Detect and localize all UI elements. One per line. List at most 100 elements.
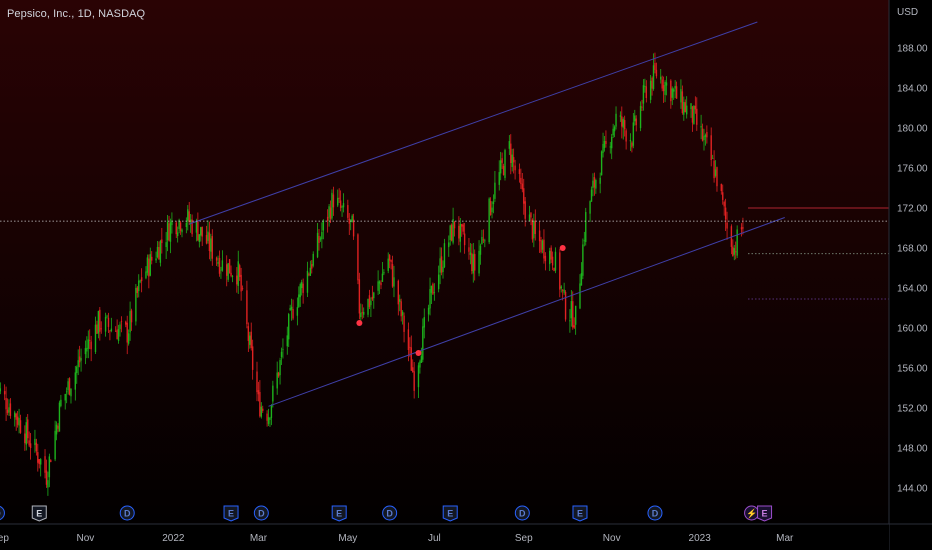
price-axis-background <box>889 0 932 550</box>
candle-body <box>299 284 301 298</box>
candle-body <box>488 198 490 243</box>
candle-body <box>449 225 451 241</box>
candle-body <box>296 307 299 316</box>
candle-body <box>55 424 58 435</box>
candle-body <box>674 85 676 89</box>
candle-body <box>308 273 310 275</box>
candle-body <box>700 126 702 128</box>
candle-body <box>492 201 495 205</box>
channel-lower-line <box>268 217 785 407</box>
candle-body <box>642 85 645 104</box>
candle-body <box>187 209 189 222</box>
candle-body <box>403 315 405 332</box>
time-axis-background <box>0 524 889 550</box>
event-badge[interactable]: D <box>119 505 135 521</box>
event-badge[interactable]: D <box>382 505 398 521</box>
event-badge[interactable]: E <box>572 505 588 522</box>
earnings-badge-shape <box>31 505 47 522</box>
event-badge[interactable]: D <box>0 505 5 521</box>
price-axis-unit: USD <box>897 7 918 18</box>
signal-dot <box>559 245 566 251</box>
candle-body <box>114 330 117 332</box>
candle-body <box>94 324 97 353</box>
event-badge[interactable]: E <box>31 505 47 522</box>
candle-body <box>136 287 139 294</box>
candle-body <box>246 290 248 325</box>
price-tick-label: 156.00 <box>897 364 928 375</box>
candle-body <box>208 232 211 252</box>
candle-body <box>218 258 221 274</box>
candle-body <box>482 239 485 241</box>
candle-body <box>471 253 473 272</box>
candle-body <box>589 201 591 214</box>
candle-body <box>605 140 607 144</box>
price-tick-label: 172.00 <box>897 204 928 215</box>
trend-channel[interactable] <box>189 21 785 407</box>
candle-body <box>420 356 423 363</box>
candle-body <box>550 247 552 260</box>
candle-body <box>740 227 743 230</box>
candle-body <box>377 281 379 291</box>
event-badge[interactable]: ⚡ <box>744 505 760 521</box>
candle-body <box>250 331 252 349</box>
price-tick-label: 184.00 <box>897 84 928 95</box>
candle-body <box>723 201 725 207</box>
candle-body <box>549 250 551 265</box>
candle-body <box>89 339 91 341</box>
symbol-title[interactable]: Pepsico, Inc., 1D, NASDAQ <box>7 8 146 20</box>
candle-body <box>501 158 503 163</box>
candle-body <box>16 416 19 425</box>
candle-body <box>554 251 557 271</box>
candle-body <box>179 222 182 231</box>
candle-body <box>491 207 493 213</box>
candle-body <box>521 183 524 190</box>
candle-body <box>399 299 401 302</box>
candle-body <box>701 128 704 141</box>
candle-body <box>629 139 632 142</box>
candle-body <box>77 360 79 367</box>
candle-body <box>407 329 410 351</box>
event-badge[interactable]: E <box>331 505 347 522</box>
candle-body <box>429 289 431 309</box>
earnings-badge-shape <box>442 505 458 522</box>
event-badge[interactable]: D <box>514 505 530 521</box>
price-tick-label: 144.00 <box>897 484 928 495</box>
candle-body <box>573 325 575 328</box>
candle-body <box>70 388 72 397</box>
candle-body <box>50 460 52 463</box>
candle-body <box>670 80 672 102</box>
candle-body <box>241 288 244 290</box>
candle-body <box>306 270 309 293</box>
event-badge[interactable]: E <box>757 505 773 522</box>
candle-body <box>440 256 443 273</box>
candle-body <box>634 115 636 122</box>
candle-body <box>613 126 616 132</box>
event-badges[interactable]: D E D E D E D E D E D ⚡ E <box>0 505 773 522</box>
candle-body <box>116 329 118 340</box>
candle-body <box>631 142 633 148</box>
candle-body <box>458 225 460 239</box>
candle-body <box>302 283 304 293</box>
candle-body <box>338 197 340 199</box>
price-tick-label: 168.00 <box>897 244 928 255</box>
candle-body <box>171 220 173 226</box>
candle-body <box>544 255 547 262</box>
candle-body <box>140 277 143 282</box>
event-badge[interactable]: D <box>647 505 663 521</box>
candle-body <box>84 348 87 355</box>
signal-dot <box>356 320 363 326</box>
candle-body <box>585 212 587 242</box>
event-badge[interactable]: E <box>223 505 239 522</box>
candle-body <box>326 216 329 221</box>
dividend-badge-shape <box>119 505 135 521</box>
candle-body <box>423 317 425 328</box>
candle-body <box>378 281 381 284</box>
candle-body <box>166 221 169 241</box>
event-badge[interactable]: E <box>442 505 458 522</box>
candle-body <box>373 292 375 299</box>
event-badge[interactable]: D <box>253 505 269 521</box>
candle-body <box>599 177 601 184</box>
earnings-badge-shape <box>572 505 588 522</box>
